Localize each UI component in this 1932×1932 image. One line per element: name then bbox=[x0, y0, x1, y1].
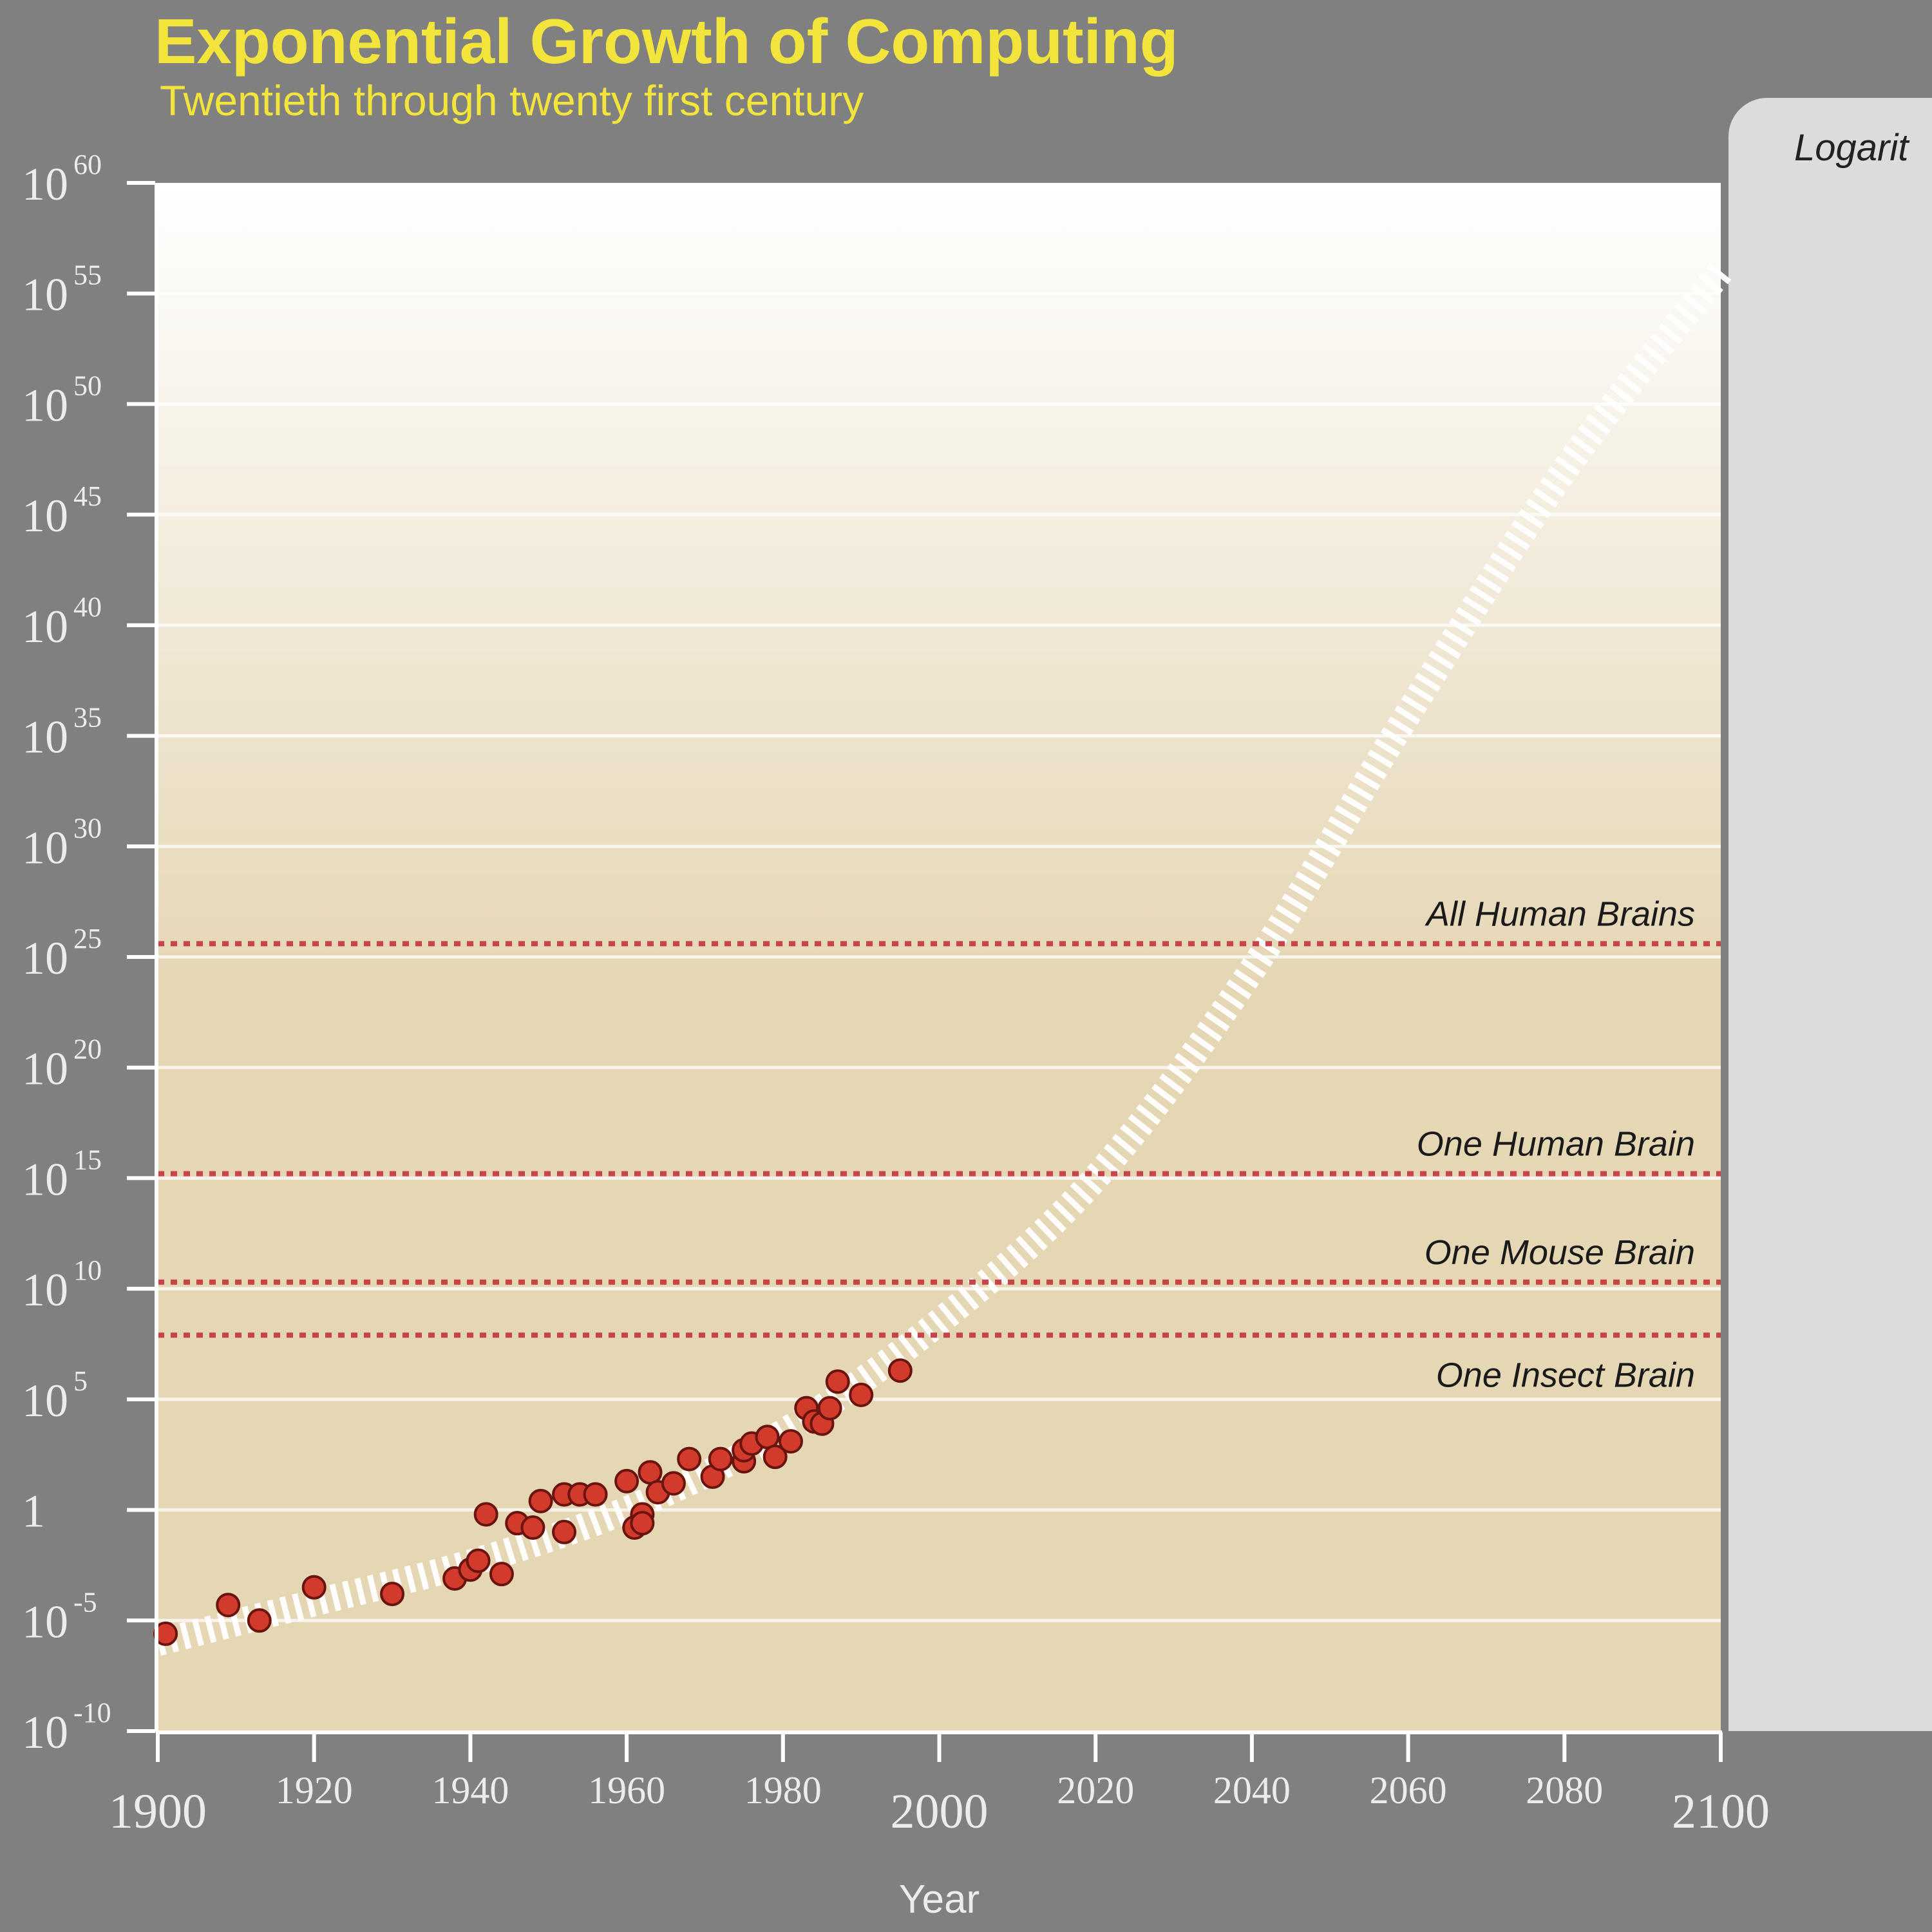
y-tick-label: 10 bbox=[22, 269, 68, 321]
data-point bbox=[528, 1488, 553, 1513]
y-tick-label: 10 bbox=[22, 712, 68, 763]
y-tick-exponent: 15 bbox=[73, 1144, 102, 1175]
data-point bbox=[489, 1562, 514, 1587]
data-point bbox=[817, 1396, 842, 1421]
x-tick-label: 2080 bbox=[1526, 1769, 1603, 1812]
y-tick-exponent: 35 bbox=[73, 702, 102, 734]
data-point bbox=[473, 1502, 498, 1527]
data-point bbox=[661, 1471, 686, 1496]
x-tick-label: 2000 bbox=[891, 1785, 989, 1839]
data-point bbox=[552, 1519, 577, 1544]
data-point bbox=[301, 1575, 327, 1600]
y-tick-label: 10 bbox=[22, 490, 68, 542]
data-point bbox=[247, 1608, 272, 1633]
chart-title: Exponential Growth of Computing bbox=[155, 6, 1179, 77]
reference-label: One Human Brain bbox=[1417, 1125, 1695, 1164]
chart-subtitle: Twentieth through twenty first century bbox=[160, 77, 864, 124]
data-point bbox=[614, 1468, 639, 1493]
x-axis-label: Year bbox=[899, 1877, 980, 1922]
x-tick-label: 1980 bbox=[744, 1769, 822, 1812]
reference-label: All Human Brains bbox=[1425, 895, 1695, 933]
y-tick-exponent: -10 bbox=[73, 1697, 111, 1728]
reference-lines: All Human Brains One Human Brain One Mouse… bbox=[158, 895, 1721, 1394]
data-point bbox=[849, 1382, 874, 1407]
data-point bbox=[755, 1425, 780, 1450]
y-tick-label: 10 bbox=[22, 933, 68, 984]
y-tick-exponent: -5 bbox=[73, 1586, 97, 1618]
y-tick-label: 10 bbox=[22, 601, 68, 652]
data-point bbox=[825, 1369, 850, 1394]
y-tick-exponent: 30 bbox=[73, 812, 102, 844]
y-tick-exponent: 25 bbox=[73, 923, 102, 954]
y-tick-label: 1 bbox=[22, 1486, 45, 1537]
x-tick-label: 1920 bbox=[276, 1769, 353, 1812]
x-tick-label: 2040 bbox=[1213, 1769, 1291, 1812]
y-tick-label: 10 bbox=[22, 158, 68, 210]
y-tick-exponent: 40 bbox=[73, 591, 102, 623]
y-tick-label: 10 bbox=[22, 822, 68, 873]
data-point bbox=[762, 1444, 788, 1470]
x-tick-label: 2060 bbox=[1370, 1769, 1447, 1812]
x-tick-label: 1900 bbox=[109, 1785, 207, 1839]
y-tick-label: 10 bbox=[22, 1375, 68, 1426]
y-tick-label: 10 bbox=[22, 379, 68, 431]
data-point bbox=[466, 1548, 491, 1573]
y-tick-label: 10 bbox=[22, 1043, 68, 1095]
grid-lines bbox=[158, 292, 1721, 1622]
y-tick-exponent: 60 bbox=[73, 149, 102, 180]
data-point bbox=[380, 1582, 405, 1607]
y-tick-exponent: 55 bbox=[73, 260, 102, 291]
side-panel-heading: Logarit bbox=[1794, 127, 1909, 169]
x-tick-label: 2020 bbox=[1057, 1769, 1134, 1812]
y-tick-label: 10 bbox=[22, 1153, 68, 1205]
x-tick-label: 2100 bbox=[1672, 1785, 1770, 1839]
y-tick-label: 10 bbox=[22, 1264, 68, 1316]
data-point bbox=[630, 1511, 655, 1536]
side-panel bbox=[1728, 98, 1932, 1731]
reference-label: One Mouse Brain bbox=[1425, 1233, 1695, 1272]
x-tick-label: 1940 bbox=[431, 1769, 509, 1812]
data-point bbox=[520, 1515, 545, 1540]
data-point bbox=[708, 1446, 733, 1472]
data-points bbox=[153, 1358, 913, 1646]
data-point bbox=[677, 1446, 702, 1472]
y-tick-label: 10 bbox=[22, 1596, 68, 1647]
reference-label: One Insect Brain bbox=[1436, 1356, 1695, 1394]
y-tick-exponent: 5 bbox=[73, 1365, 88, 1397]
data-point bbox=[216, 1593, 241, 1618]
y-tick-exponent: 45 bbox=[73, 480, 102, 512]
x-tick-label: 1960 bbox=[588, 1769, 665, 1812]
trend-curve bbox=[154, 263, 1732, 1656]
data-point bbox=[638, 1460, 663, 1485]
y-tick-exponent: 20 bbox=[73, 1034, 102, 1065]
y-tick-exponent: 50 bbox=[73, 370, 102, 401]
data-point bbox=[583, 1482, 608, 1507]
trend-band bbox=[154, 263, 1732, 1656]
y-tick-exponent: 10 bbox=[73, 1255, 102, 1286]
data-point bbox=[778, 1429, 803, 1454]
data-point bbox=[887, 1358, 913, 1383]
y-tick-label: 10 bbox=[22, 1707, 68, 1758]
